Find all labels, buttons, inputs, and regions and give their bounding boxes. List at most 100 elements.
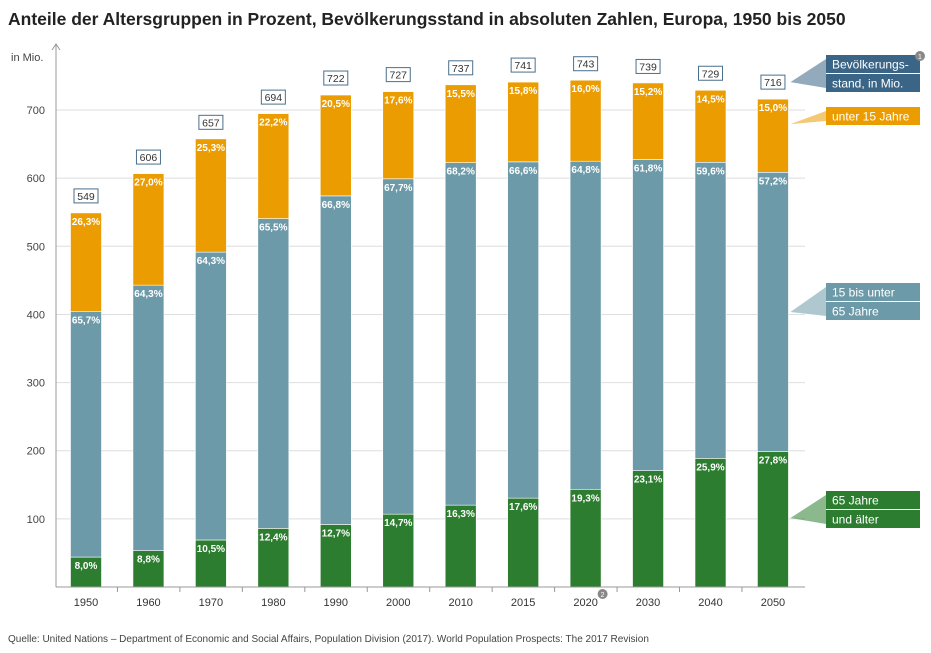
segment-label: 25,3% [197,143,225,154]
bar-segment [507,81,539,163]
legend-pointer [790,287,826,316]
x-tick-label: 2010 [448,597,472,609]
total-box [260,89,286,105]
bar-segment [319,195,352,525]
bar-segment [70,310,102,558]
bar-segment [195,138,227,253]
bar-segment [257,113,290,219]
bar-segment [632,470,664,588]
segment-label: 59,6% [696,166,724,177]
total-label: 694 [265,92,283,104]
segment-label: 8,8% [137,555,160,566]
legend-totals-label: Bevölkerungs- [832,58,909,72]
segment-label: 15,5% [447,89,475,100]
segment-label: 61,8% [634,163,662,174]
bar-segment [319,94,352,197]
total-label: 606 [140,152,158,164]
legend-totals-box [826,74,920,92]
segment-label: 12,4% [259,532,287,543]
bar-segment [569,488,602,588]
bar-segment [632,82,664,160]
total-label: 716 [764,77,782,89]
segment-label: 19,3% [571,493,599,504]
segment-label: 57,2% [759,176,787,187]
total-label: 743 [577,59,595,71]
y-tick-label: 100 [27,514,45,526]
x-tick-label: 1990 [324,597,348,609]
total-label: 727 [389,70,407,82]
bar-segment [132,284,165,551]
bar-segment [257,528,290,588]
total-box [698,65,723,81]
segment-label: 23,1% [634,475,662,486]
segment-label: 65,5% [259,223,287,234]
x-tick-label: 2050 [761,597,785,609]
segment-label: 12,7% [322,529,350,540]
x-tick-label: 2000 [386,597,410,609]
total-label: 729 [702,68,720,80]
segment-label: 14,5% [696,94,724,105]
bar-segment [507,497,539,588]
bar-segment [382,91,415,180]
segment-label: 64,3% [197,256,225,267]
segment-label: 65,7% [72,315,100,326]
legend-65-plus-box [826,510,920,528]
footnote-marker [915,51,925,61]
segment-label: 15,2% [634,87,662,98]
segment-label: 22,2% [259,118,287,129]
y-tick-label: 600 [27,173,45,185]
segment-label: 17,6% [384,96,412,107]
x-tick-label: 1960 [136,597,160,609]
total-box [323,70,349,86]
legend-15-to-65-box [826,283,920,301]
bar-segment [382,513,415,588]
total-label: 737 [452,63,470,75]
total-label: 657 [202,117,220,129]
segment-label: 17,6% [509,502,537,513]
y-tick-label: 400 [27,309,45,321]
segment-label: 15,0% [759,103,787,114]
total-box [573,56,599,72]
total-label: 739 [639,61,657,73]
bar-segment [444,84,477,163]
bar-segment [70,212,102,312]
bar-segment [257,218,290,529]
total-label: 741 [514,60,532,72]
bar-segment [757,171,789,452]
bar-segment [757,451,789,588]
legend-pointer [790,495,826,524]
bar-segment [382,178,415,515]
legend-65-plus-box [826,491,920,509]
segment-label: 20,5% [322,99,350,110]
segment-label: 8,0% [75,561,98,572]
legend-15-to-65-label: 15 bis unter [832,286,895,300]
total-box [448,60,474,76]
footnote-number: 1 [918,54,922,61]
legend-pointer [790,59,826,88]
legend-65-plus-label: und älter [832,513,879,527]
segment-label: 27,8% [759,455,787,466]
segment-label: 67,7% [384,183,412,194]
total-label: 722 [327,73,345,85]
bar-segment [444,162,477,506]
y-tick-label: 700 [27,105,45,117]
x-tick-label: 2030 [636,597,660,609]
total-box [635,58,661,74]
y-axis-arrow-icon [51,43,61,51]
segment-label: 15,8% [509,86,537,97]
segment-label: 66,8% [322,200,350,211]
total-box [510,57,536,73]
source-note: Quelle: United Nations – Department of E… [8,634,649,645]
x-tick-label: 2020 [573,597,597,609]
x-tick-label: 1950 [74,597,98,609]
legend-15-to-65-box [826,302,920,320]
legend-totals-box [826,55,920,73]
legend-totals-label: stand, in Mio. [832,77,903,91]
bar-segment [632,159,664,471]
bar-segment [569,160,602,490]
legend-under-15-box [826,107,920,125]
bar-segment [132,173,165,286]
legend-15-to-65-label: 65 Jahre [832,305,879,319]
segment-label: 10,5% [197,544,225,555]
